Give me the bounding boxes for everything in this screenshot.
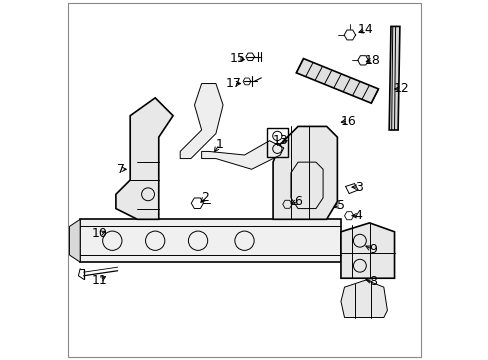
Polygon shape [272,126,337,219]
Polygon shape [340,280,386,318]
Bar [266,128,287,157]
Text: 13: 13 [272,134,287,147]
Polygon shape [290,162,323,208]
Text: 6: 6 [294,195,302,208]
Text: 15: 15 [229,52,245,65]
Polygon shape [388,26,399,130]
Polygon shape [296,59,378,103]
Text: 1: 1 [215,138,223,151]
Text: 14: 14 [357,23,373,36]
Text: 17: 17 [225,77,241,90]
Polygon shape [340,223,394,278]
Polygon shape [201,141,283,169]
Text: 16: 16 [340,114,355,127]
Text: 12: 12 [393,82,409,95]
Text: 3: 3 [354,181,362,194]
Text: 4: 4 [354,209,362,222]
Polygon shape [80,219,340,262]
Polygon shape [69,219,80,262]
Text: 10: 10 [92,227,107,240]
Text: 9: 9 [368,243,376,256]
Text: 5: 5 [336,198,344,212]
Text: 11: 11 [92,274,107,287]
Polygon shape [180,84,223,158]
Text: 18: 18 [365,54,380,67]
Text: 2: 2 [201,192,209,204]
Text: 8: 8 [368,275,376,288]
Text: 7: 7 [117,163,125,176]
Polygon shape [116,98,173,219]
